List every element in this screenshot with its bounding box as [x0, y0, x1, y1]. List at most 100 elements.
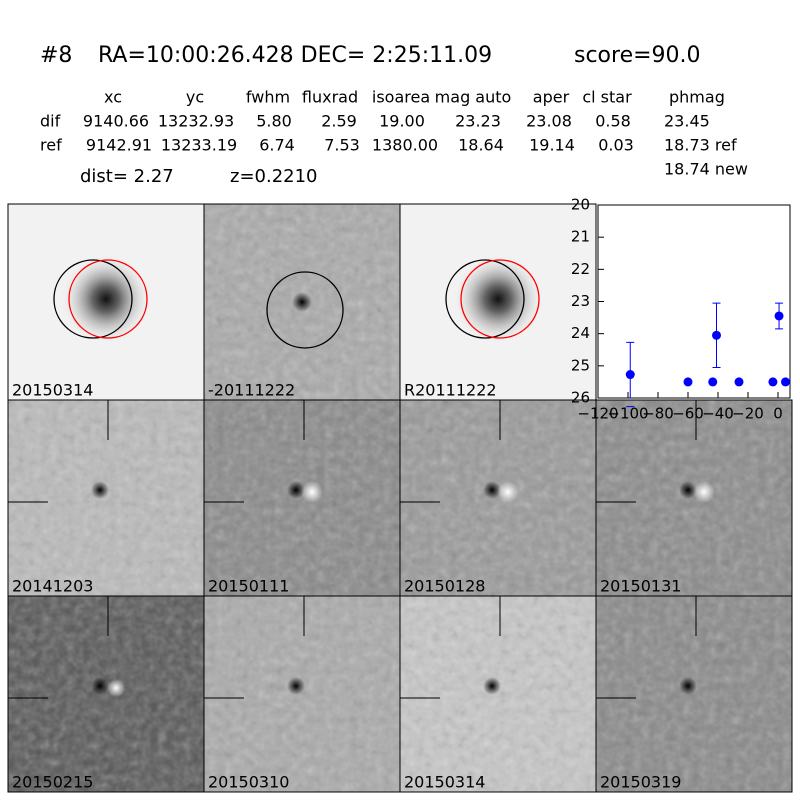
stamp: 20150314: [399, 595, 597, 793]
column-header: mag auto: [435, 88, 512, 107]
stamp-noise: [204, 400, 400, 596]
source-bright: [693, 481, 715, 503]
data-point: [768, 377, 778, 387]
source-bright: [301, 481, 323, 503]
stamp-label: 20150314: [12, 381, 93, 400]
y-tick-label: 26: [571, 389, 590, 407]
table-cell: 7.53: [324, 136, 360, 155]
stamp: 20150131: [595, 399, 793, 597]
candidate-id: #8: [40, 43, 72, 68]
data-point: [625, 370, 635, 380]
stamp-noise: [204, 596, 400, 792]
galaxy: [453, 254, 543, 344]
table-cell: 23.45: [664, 112, 710, 131]
table-cell: 19.14: [529, 136, 575, 155]
source-dark: [483, 677, 501, 695]
light-curve: 20 21 22 23 24 25 26−120−100−80−60−40−20 0: [571, 196, 791, 423]
x-tick-label: −60: [672, 405, 704, 423]
source-dark: [287, 677, 305, 695]
stamp-label: 20150111: [208, 577, 289, 596]
column-header: phmag: [669, 88, 725, 107]
aperture-ref: [53, 259, 133, 339]
stamp: 20141203: [7, 399, 205, 597]
stamp-label: 20150310: [208, 773, 289, 792]
stamp-label: 20150319: [600, 773, 681, 792]
redshift: z=0.2210: [230, 166, 318, 187]
stamp: 20150215: [7, 595, 205, 793]
column-header: isoarea: [372, 88, 430, 107]
stamp-label: 20150131: [600, 577, 681, 596]
source-dark: [679, 481, 697, 499]
x-tick-label: −100: [607, 405, 648, 423]
stamp: 20150319: [595, 595, 793, 793]
table-cell: 1380.00: [372, 136, 438, 155]
column-header: fwhm: [246, 88, 290, 107]
stamp-noise: [596, 400, 792, 596]
source-dark: [91, 481, 109, 499]
data-point: [712, 330, 721, 340]
source-dark: [91, 677, 109, 695]
stamp-label: 20150215: [12, 773, 93, 792]
x-tick-label: −40: [702, 405, 734, 423]
stamp: 20150111: [203, 399, 401, 597]
row-label: dif: [40, 112, 61, 131]
stamp-noise: [8, 400, 204, 596]
stamp: 20150128: [399, 399, 597, 597]
y-tick-label: 23: [571, 292, 590, 310]
table-cell: 18.64: [458, 136, 504, 155]
table-cell: 23.23: [455, 112, 501, 131]
x-tick-label: −120: [577, 405, 618, 423]
table-cell: 2.59: [321, 112, 357, 131]
data-point: [781, 377, 790, 387]
column-header: yc: [186, 88, 204, 107]
y-tick-label: 21: [571, 228, 590, 246]
source-dark: [483, 481, 501, 499]
y-tick-label: 20: [571, 196, 590, 214]
column-header: fluxrad: [302, 88, 358, 107]
table-cell: 13233.19: [161, 136, 237, 155]
table-cell: 18.73 ref: [664, 136, 737, 155]
table-cell: 6.74: [259, 136, 295, 155]
data-point: [683, 377, 693, 387]
aperture-ref: [445, 259, 525, 339]
column-header: cl star: [582, 88, 632, 107]
data-point: [708, 377, 718, 387]
table-cell: 0.03: [598, 136, 634, 155]
y-tick-label: 22: [571, 260, 590, 278]
x-tick-label: 0: [773, 405, 783, 423]
source: [292, 292, 312, 312]
stamp-label: 20141203: [12, 577, 93, 596]
y-tick-label: 25: [571, 356, 590, 374]
source-bright: [107, 679, 125, 697]
table-cell: 9140.66: [83, 112, 149, 131]
x-tick-label: −20: [732, 405, 764, 423]
stamp-label: 20150128: [404, 577, 485, 596]
data-point: [734, 377, 744, 387]
stamp-noise: [8, 596, 204, 792]
stamp: -20111222: [203, 203, 401, 401]
column-header: aper: [533, 88, 570, 107]
score: score=90.0: [574, 43, 701, 68]
plot-area: [597, 204, 791, 399]
column-header: xc: [104, 88, 122, 107]
aperture-new: [68, 259, 148, 339]
stamp-noise: [400, 596, 596, 792]
source-dark: [679, 677, 697, 695]
aperture-ref: [266, 271, 344, 349]
coordinates: RA=10:00:26.428 DEC= 2:25:11.09: [98, 43, 492, 68]
y-tick-label: 24: [571, 324, 590, 342]
aperture-new: [460, 259, 540, 339]
stamp-frame: [595, 595, 793, 793]
galaxy: [61, 254, 151, 344]
table-cell: 13232.93: [158, 112, 234, 131]
table-cell: 0.58: [595, 112, 631, 131]
table-cell: 23.08: [526, 112, 572, 131]
stamp: R20111222: [399, 203, 597, 401]
stamp-label: R20111222: [404, 381, 497, 400]
stamp-noise: [400, 400, 596, 596]
stamp-label: -20111222: [208, 381, 295, 400]
row-label: ref: [40, 136, 62, 155]
distance: dist= 2.27: [80, 166, 174, 187]
